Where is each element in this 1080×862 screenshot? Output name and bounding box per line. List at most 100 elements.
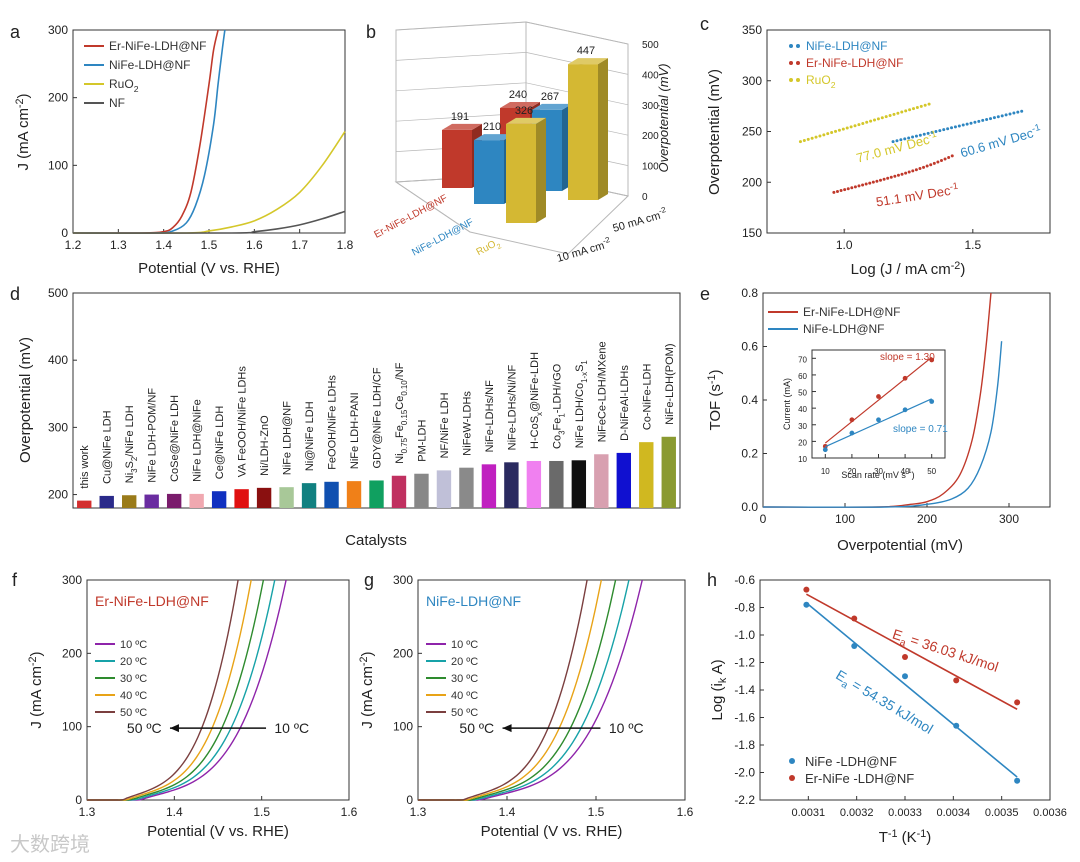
- grid-line: [395, 21, 527, 31]
- series-line: [87, 579, 239, 801]
- bar-category-label: Ni3S2/NiFe LDH: [124, 405, 139, 483]
- data-point: [911, 107, 915, 111]
- panel-letter-c: c: [700, 14, 709, 34]
- y-tick-label: 0.6: [741, 340, 758, 354]
- panel-c: 1.0 1.5 150 200 250 300 350 60.6 mV Dec-1 51.1 m…: [706, 23, 1051, 278]
- data-point: [871, 180, 875, 184]
- data-point: [893, 174, 897, 178]
- data-point: [925, 164, 929, 168]
- data-point: [849, 430, 855, 436]
- y-tick-label: 0.2: [741, 447, 758, 461]
- data-point: [929, 399, 935, 404]
- data-point: [864, 182, 868, 186]
- bar: [346, 481, 362, 508]
- y-tick-label: 300: [742, 74, 762, 88]
- bar-value-label: 326: [515, 105, 533, 117]
- bar-category-label: NiFe LDH-PANI: [349, 392, 361, 469]
- data-point: [865, 120, 869, 124]
- data-point: [843, 188, 847, 192]
- data-point: [873, 118, 877, 122]
- data-point: [876, 417, 881, 423]
- data-point: [1012, 111, 1016, 115]
- data-point: [803, 601, 810, 608]
- data-point: [851, 643, 858, 649]
- x-tick-label: 1.4: [499, 805, 516, 819]
- data-point: [886, 176, 890, 180]
- legend-entry: Er-NiFe-LDH@NF: [109, 39, 207, 53]
- data-point: [806, 137, 810, 141]
- y-axis-label: J (mA cm-2): [27, 651, 45, 728]
- data-point: [857, 123, 861, 127]
- data-point: [853, 124, 857, 128]
- y-tick-label: 200: [742, 175, 762, 189]
- data-point: [888, 113, 892, 117]
- data-point: [891, 140, 895, 144]
- data-point: [1008, 112, 1012, 116]
- y-tick-label: 200: [62, 646, 82, 660]
- slope-label: slope = 1.30: [880, 352, 935, 363]
- y-tick-label: 250: [742, 125, 762, 139]
- bar-50-side: [598, 58, 608, 200]
- y-tick-label: 0.4: [741, 393, 758, 407]
- panel-d: 200 300 400 500 this work Cu@NiFe LDH Ni3S2/Ni…: [17, 286, 681, 549]
- x-tick-label: 0.0034: [937, 807, 971, 819]
- data-point: [868, 181, 872, 185]
- legend-marker: [789, 44, 793, 48]
- legend-entry: Er-NiFe -LDH@NF: [805, 771, 914, 786]
- series-line: [418, 579, 617, 801]
- panel-e: 0 100 200 300 0.0 0.2 0.4 0.6 0.8 Er-NiFe-LDH@NF N…: [706, 286, 1051, 554]
- slope-label: 60.6 mV Dec-1: [958, 122, 1043, 160]
- bar-category-label: Co3Fe1-LDH/rGO: [551, 363, 566, 449]
- bar-category-label: FeOOH/NiFe LDHs: [327, 375, 339, 470]
- legend-marker: [789, 78, 793, 82]
- panel-title: Er-NiFe-LDH@NF: [95, 593, 209, 609]
- slope-label: slope = 0.71: [893, 424, 948, 435]
- arrow-label-start: 10 ºC: [274, 720, 309, 736]
- data-point: [977, 119, 981, 123]
- bar: [526, 460, 542, 508]
- data-point: [861, 121, 865, 125]
- data-point: [926, 131, 930, 135]
- data-point: [892, 112, 896, 116]
- x-tick-label: 30: [874, 467, 883, 476]
- data-point: [981, 118, 985, 122]
- bar-10-top: [442, 123, 482, 130]
- y-axis-label: TOF (s-1): [706, 370, 724, 431]
- data-point: [914, 134, 918, 138]
- bar: [571, 460, 587, 508]
- row-label: 50 mA cm-2: [611, 205, 669, 235]
- bar-category-label: NiFeCe-LDH/MXene: [596, 341, 608, 442]
- data-point: [950, 126, 954, 130]
- x-tick-label: 1.4: [166, 805, 183, 819]
- bar-category-label: D-NiFeAl-LDHs: [619, 365, 631, 441]
- y-axis-label: Log (ik A): [709, 659, 729, 720]
- y-tick-label: 400: [48, 353, 68, 367]
- panel-f: 1.3 1.4 1.5 1.6 0 100 200 300 Er-NiFe-LDH@NF 10 º…: [27, 573, 358, 840]
- x-axis-label: T-1 (K-1): [879, 828, 932, 846]
- bar-category-label: Ni0.75Fe0.15Ce0.10/NF: [394, 362, 409, 463]
- data-point: [965, 122, 969, 126]
- x-axis-label: Overpotential (mV): [837, 537, 963, 554]
- y-tick-label: 10: [798, 455, 807, 464]
- data-point: [973, 120, 977, 124]
- data-point: [922, 165, 926, 169]
- data-point: [930, 130, 934, 134]
- plot-frame: [86, 579, 350, 801]
- data-point: [846, 187, 850, 191]
- legend-marker: [789, 758, 795, 764]
- x-tick-label: 200: [917, 512, 937, 526]
- data-point: [918, 167, 922, 171]
- x-tick-label: 1.4: [155, 238, 172, 252]
- data-point: [923, 103, 927, 107]
- y-axis-label: Overpotential (mV): [17, 337, 34, 463]
- data-point: [857, 184, 861, 188]
- panel-letter-a: a: [10, 22, 21, 42]
- bar-category-label: NiFe-LDHs/NF: [484, 380, 496, 452]
- panel-letter-h: h: [707, 570, 717, 590]
- series-line: [418, 579, 603, 801]
- data-point: [932, 161, 936, 165]
- x-axis-label: Log (J / mA cm-2): [851, 260, 966, 278]
- y-tick-label: 50: [798, 389, 807, 398]
- y-tick-label: 150: [742, 226, 762, 240]
- x-axis-label: Catalysts: [345, 532, 407, 549]
